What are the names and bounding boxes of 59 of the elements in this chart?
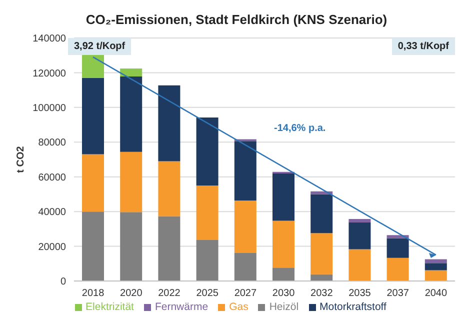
bar <box>272 268 294 281</box>
legend-label: Heizöl <box>269 301 299 313</box>
bar <box>120 76 142 152</box>
legend-label: Elektrizität <box>86 301 134 313</box>
bar <box>158 161 180 216</box>
bar <box>196 186 218 240</box>
bar <box>310 233 333 274</box>
chart-title: CO₂-Emissionen, Stadt Feldkirch (KNS Szenario) <box>84 12 388 27</box>
bar <box>272 174 294 221</box>
x-tick-label: 2035 <box>348 288 372 300</box>
bar <box>310 274 333 281</box>
x-tick-label: 2025 <box>196 288 219 300</box>
y-tick-label: 100000 <box>32 102 66 114</box>
y-tick-label: 60000 <box>38 172 66 184</box>
bar <box>386 258 409 281</box>
x-tick-label: 2020 <box>120 288 143 300</box>
bar <box>234 141 256 200</box>
bar <box>82 78 104 154</box>
x-tick-label: 2037 <box>386 288 410 300</box>
x-tick-label: 2040 <box>424 288 448 300</box>
y-tick-label: 120000 <box>32 68 66 80</box>
bar <box>196 240 218 281</box>
bar <box>120 152 142 212</box>
annotation: 0,33 t/Kopf <box>392 38 455 55</box>
bar <box>120 68 142 77</box>
annotation: 3,92 t/Kopf <box>68 38 132 55</box>
bar <box>82 212 104 281</box>
y-tick-label: 80000 <box>38 138 66 149</box>
bar <box>424 263 447 270</box>
bar <box>348 219 371 223</box>
legend-label: Fernwärme <box>154 301 208 313</box>
legend-label: Gas <box>229 301 248 313</box>
bar <box>120 212 142 281</box>
bar <box>234 200 256 254</box>
y-tick-label: 0 <box>60 276 66 288</box>
bar <box>158 85 180 162</box>
annotation: -14,6% p.a. <box>274 123 326 134</box>
x-tick-label: 2027 <box>234 288 258 300</box>
x-tick-label: 2032 <box>310 288 334 300</box>
bar <box>348 222 371 250</box>
bar <box>196 117 218 186</box>
bar <box>424 259 447 264</box>
bar <box>348 249 371 281</box>
bar <box>158 216 180 281</box>
legend-label: Motorkraftstoff <box>320 301 386 313</box>
x-tick-label: 2030 <box>272 288 296 300</box>
y-axis-title: t CO2 <box>16 146 27 173</box>
bar <box>310 194 333 234</box>
bar <box>234 253 256 281</box>
bar <box>82 54 104 78</box>
bar <box>82 154 104 212</box>
y-tick-label: 140000 <box>32 34 66 45</box>
x-tick-label: 2018 <box>82 288 105 300</box>
y-tick-label: 40000 <box>38 207 66 218</box>
bar <box>424 270 447 281</box>
x-tick-label: 2022 <box>158 288 181 300</box>
bar <box>386 238 409 258</box>
y-tick-label: 20000 <box>38 242 66 253</box>
bar <box>272 220 294 268</box>
